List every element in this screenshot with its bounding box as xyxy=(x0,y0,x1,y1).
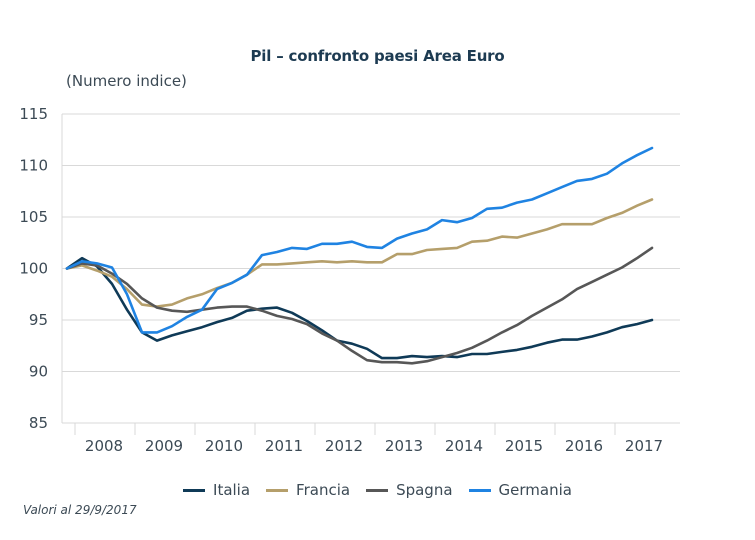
legend-swatch xyxy=(266,488,289,492)
x-tick-label: 2009 xyxy=(145,437,183,455)
x-tick-label: 2016 xyxy=(565,437,603,455)
footnote: Valori al 29/9/2017 xyxy=(23,503,137,517)
y-tick-label: 90 xyxy=(29,363,48,381)
y-axis-label: (Numero indice) xyxy=(66,72,187,90)
legend-swatch xyxy=(366,488,389,492)
legend-swatch xyxy=(468,488,491,492)
x-tick-label: 2011 xyxy=(265,437,303,455)
legend-item-francia: Francia xyxy=(266,481,350,499)
x-tick-label: 2012 xyxy=(325,437,363,455)
legend-label: Italia xyxy=(213,481,251,499)
legend-label: Spagna xyxy=(396,481,453,499)
chart-title: Pil – confronto paesi Area Euro xyxy=(250,47,505,65)
x-axis: 2008 2009 2010 2011 2012 2013 2014 2015 2016 2017 xyxy=(74,423,663,455)
y-tick-label: 115 xyxy=(19,105,48,123)
legend-swatch xyxy=(183,488,206,492)
grid xyxy=(61,113,680,424)
series-lines xyxy=(65,146,654,365)
legend-item-spagna: Spagna xyxy=(366,481,453,499)
series-line-francia xyxy=(65,198,654,308)
y-tick-label: 110 xyxy=(19,157,48,175)
y-tick-label: 100 xyxy=(19,260,48,278)
y-axis: 85 90 95 100 105 110 115 xyxy=(19,105,48,432)
series-line-germania xyxy=(65,146,654,334)
x-tick-label: 2008 xyxy=(85,437,123,455)
y-tick-label: 105 xyxy=(19,208,48,226)
series-line-italia xyxy=(65,256,654,360)
legend-item-italia: Italia xyxy=(183,481,250,499)
y-tick-label: 95 xyxy=(29,311,48,329)
legend: Italia Francia Spagna Germania xyxy=(0,481,755,499)
x-tick-label: 2010 xyxy=(205,437,243,455)
y-tick-label: 85 xyxy=(29,414,48,432)
legend-label: Germania xyxy=(498,481,572,499)
x-tick-label: 2014 xyxy=(445,437,483,455)
x-tick-label: 2017 xyxy=(625,437,663,455)
x-tick-label: 2013 xyxy=(385,437,423,455)
legend-item-germania: Germania xyxy=(468,481,572,499)
legend-label: Francia xyxy=(296,481,351,499)
series-line-spagna xyxy=(65,246,654,365)
x-tick-label: 2015 xyxy=(505,437,543,455)
